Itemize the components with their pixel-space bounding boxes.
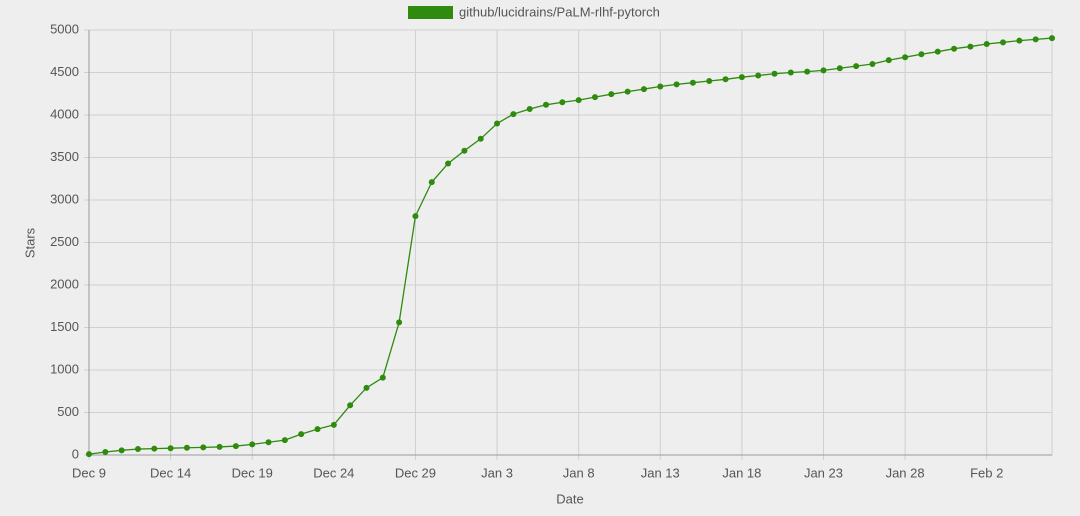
y-tick-label: 3000: [50, 191, 79, 206]
data-point: [657, 83, 664, 90]
data-point: [608, 91, 615, 98]
data-point: [461, 147, 468, 154]
data-point: [738, 74, 745, 81]
data-point: [755, 72, 762, 79]
x-tick-label: Feb 2: [970, 465, 1003, 480]
x-tick-label: Jan 23: [804, 465, 843, 480]
data-point: [200, 444, 207, 451]
data-point: [689, 79, 696, 86]
data-point: [934, 48, 941, 55]
x-tick-label: Jan 13: [641, 465, 680, 480]
x-tick-label: Dec 24: [313, 465, 354, 480]
data-point: [330, 421, 337, 428]
data-point: [363, 384, 370, 391]
data-point: [183, 444, 190, 451]
y-tick-label: 3500: [50, 149, 79, 164]
data-point: [1032, 36, 1039, 43]
x-tick-label: Dec 29: [395, 465, 436, 480]
data-point: [249, 441, 256, 448]
data-point: [347, 402, 354, 409]
data-point: [787, 69, 794, 76]
data-point: [624, 88, 631, 95]
data-point: [396, 319, 403, 326]
y-tick-label: 500: [57, 404, 79, 419]
data-point: [1016, 37, 1023, 44]
series-line: [88, 37, 1053, 455]
data-point: [298, 431, 305, 438]
data-point: [151, 445, 158, 452]
data-point: [820, 67, 827, 74]
data-point: [265, 439, 272, 446]
data-point: [494, 120, 501, 127]
data-point: [428, 179, 435, 186]
legend-swatch: [408, 6, 453, 19]
x-tick-label: Dec 19: [232, 465, 273, 480]
y-tick-label: 0: [72, 446, 79, 461]
data-point: [477, 135, 484, 142]
data-point: [102, 449, 109, 456]
data-point: [983, 41, 990, 48]
x-tick-label: Jan 18: [722, 465, 761, 480]
data-point: [281, 437, 288, 444]
y-tick-label: 1500: [50, 319, 79, 334]
data-point: [559, 99, 566, 106]
data-point: [86, 451, 92, 458]
data-point: [379, 374, 386, 381]
data-point: [412, 213, 419, 220]
data-point: [167, 445, 174, 452]
data-point: [853, 63, 860, 70]
y-tick-label: 2500: [50, 234, 79, 249]
x-tick-label: Jan 3: [481, 465, 513, 480]
data-point: [1049, 35, 1055, 42]
data-point: [804, 68, 811, 75]
data-point: [673, 81, 680, 88]
y-tick-label: 5000: [50, 21, 79, 36]
data-point: [216, 443, 223, 450]
data-point: [869, 61, 876, 67]
data-point: [575, 97, 582, 104]
data-point: [134, 446, 141, 453]
data-point: [118, 447, 125, 454]
data-point: [918, 51, 925, 58]
data-point: [722, 76, 729, 83]
x-axis-title: Date: [556, 491, 583, 506]
data-point: [1000, 39, 1007, 46]
x-tick-label: Jan 28: [886, 465, 925, 480]
data-point: [543, 101, 550, 108]
x-tick-label: Dec 9: [72, 465, 106, 480]
data-point: [232, 443, 239, 450]
data-point: [967, 43, 974, 50]
data-point: [951, 45, 958, 52]
data-point: [510, 111, 517, 118]
legend-label: github/lucidrains/PaLM-rlhf-pytorch: [459, 4, 660, 19]
data-point: [591, 94, 598, 101]
y-tick-label: 4000: [50, 106, 79, 121]
data-point: [771, 70, 778, 77]
x-tick-label: Dec 14: [150, 465, 191, 480]
y-tick-label: 4500: [50, 64, 79, 79]
data-point: [706, 78, 713, 84]
data-point: [314, 426, 321, 433]
data-point: [885, 57, 892, 64]
y-tick-label: 2000: [50, 276, 79, 291]
data-point: [902, 54, 909, 61]
x-tick-label: Jan 8: [563, 465, 595, 480]
data-point: [445, 160, 452, 167]
data-point: [526, 106, 533, 113]
y-tick-label: 1000: [50, 361, 79, 376]
data-point: [836, 65, 843, 72]
data-point: [640, 86, 647, 93]
y-axis-title: Stars: [22, 227, 37, 258]
